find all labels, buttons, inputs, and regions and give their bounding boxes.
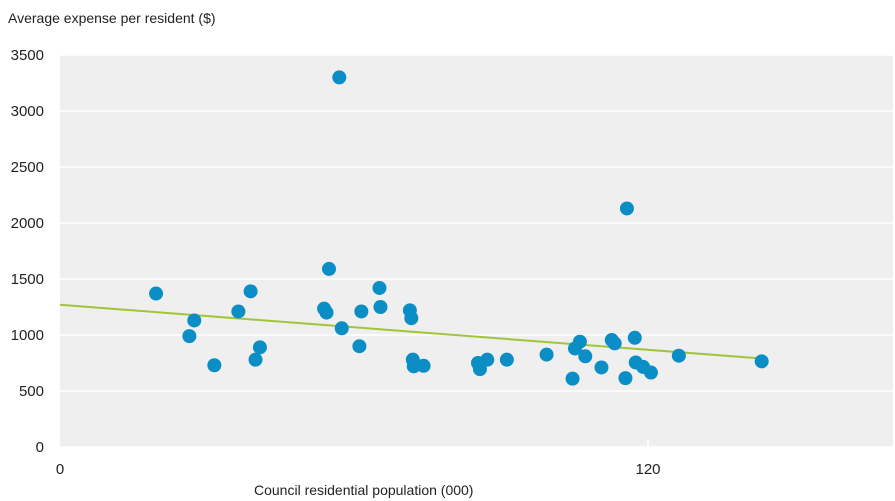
x-tick-label: 120 — [635, 461, 660, 478]
data-point — [565, 371, 580, 386]
data-point — [352, 339, 367, 354]
y-tick-label: 2500 — [11, 159, 44, 176]
data-point — [334, 321, 349, 336]
y-tick-label: 1000 — [11, 327, 44, 344]
y-tick-label: 2000 — [11, 215, 44, 232]
plot-area — [60, 55, 893, 447]
y-axis-label: Average expense per resident ($) — [8, 10, 216, 26]
data-point — [627, 330, 642, 345]
data-point — [319, 305, 334, 320]
data-point — [539, 347, 554, 362]
data-point — [572, 334, 587, 349]
data-point — [619, 201, 634, 216]
data-point — [594, 360, 609, 375]
data-point — [472, 362, 487, 377]
x-ticks: 0 120 — [56, 439, 661, 478]
x-axis-label: Council residential population (000) — [254, 482, 474, 498]
data-point — [373, 300, 388, 314]
data-point — [207, 358, 222, 373]
data-point — [404, 311, 419, 326]
data-point — [643, 365, 658, 380]
data-point — [754, 354, 769, 369]
data-point — [182, 329, 197, 344]
data-point — [416, 358, 431, 373]
y-tick-label: 3500 — [11, 47, 44, 64]
y-ticks: 0 500 1000 1500 2000 2500 3000 3500 — [11, 47, 44, 456]
data-point — [607, 336, 622, 351]
data-point — [618, 371, 633, 386]
data-point — [252, 340, 267, 355]
data-point — [243, 284, 258, 299]
data-points — [149, 70, 769, 386]
data-point — [480, 352, 495, 367]
y-tick-label: 1500 — [11, 271, 44, 288]
y-tick-label: 0 — [36, 439, 44, 456]
data-point — [372, 280, 387, 295]
data-point — [231, 304, 246, 319]
trendline-layer — [59, 303, 762, 360]
data-point — [187, 313, 202, 328]
data-point — [332, 70, 347, 85]
gridlines — [60, 54, 893, 448]
y-tick-label: 3000 — [11, 103, 44, 120]
data-point — [578, 349, 593, 364]
trendline — [59, 303, 762, 360]
y-tick-label: 500 — [19, 383, 44, 400]
data-point — [322, 261, 337, 276]
data-point — [499, 352, 514, 367]
data-point — [354, 304, 369, 319]
x-tick-label: 0 — [56, 461, 64, 478]
data-point — [149, 286, 164, 301]
data-point — [671, 348, 686, 363]
data-point — [248, 352, 263, 367]
